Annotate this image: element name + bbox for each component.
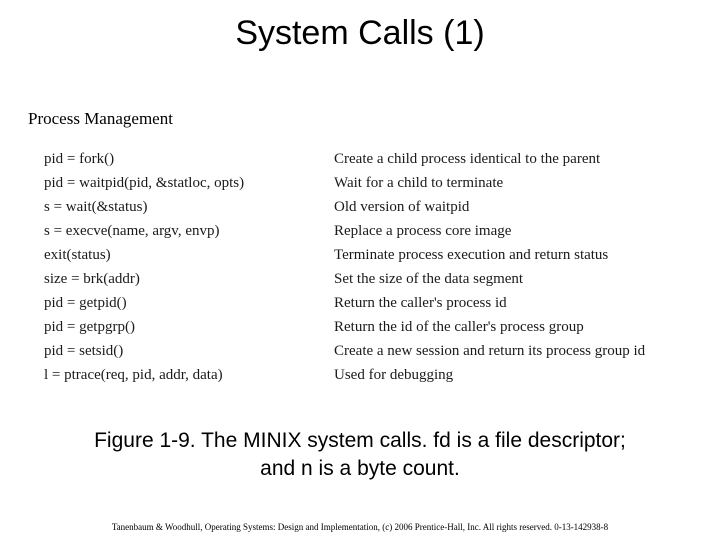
syscall-desc: Return the caller's process id: [334, 291, 692, 315]
table-row: pid = setsid() Create a new session and …: [44, 339, 692, 363]
syscall-call: exit(status): [44, 243, 334, 267]
copyright-footer: Tanenbaum & Woodhull, Operating Systems:…: [0, 522, 720, 532]
syscall-desc: Old version of waitpid: [334, 195, 692, 219]
syscall-desc: Wait for a child to terminate: [334, 171, 692, 195]
table-row: l = ptrace(req, pid, addr, data) Used fo…: [44, 363, 692, 387]
table-row: pid = fork() Create a child process iden…: [44, 147, 692, 171]
syscall-desc: Set the size of the data segment: [334, 267, 692, 291]
slide-title: System Calls (1): [0, 0, 720, 61]
figure-caption: Figure 1-9. The MINIX system calls. fd i…: [0, 387, 720, 484]
table-row: s = execve(name, argv, envp) Replace a p…: [44, 219, 692, 243]
table-row: s = wait(&status) Old version of waitpid: [44, 195, 692, 219]
table-row: pid = waitpid(pid, &statloc, opts) Wait …: [44, 171, 692, 195]
table-row: exit(status) Terminate process execution…: [44, 243, 692, 267]
syscall-desc: Used for debugging: [334, 363, 692, 387]
syscall-desc: Replace a process core image: [334, 219, 692, 243]
syscall-desc: Create a new session and return its proc…: [334, 339, 692, 363]
section-label: Process Management: [0, 61, 720, 147]
caption-line: Figure 1-9. The MINIX system calls. fd i…: [40, 427, 680, 455]
syscall-call: l = ptrace(req, pid, addr, data): [44, 363, 334, 387]
syscall-call: pid = fork(): [44, 147, 334, 171]
table-row: pid = getpgrp() Return the id of the cal…: [44, 315, 692, 339]
caption-line: and n is a byte count.: [40, 455, 680, 483]
syscall-call: pid = getpgrp(): [44, 315, 334, 339]
syscall-desc: Create a child process identical to the …: [334, 147, 692, 171]
syscall-call: s = execve(name, argv, envp): [44, 219, 334, 243]
table-row: pid = getpid() Return the caller's proce…: [44, 291, 692, 315]
syscall-call: size = brk(addr): [44, 267, 334, 291]
syscall-desc: Return the id of the caller's process gr…: [334, 315, 692, 339]
table-row: size = brk(addr) Set the size of the dat…: [44, 267, 692, 291]
syscall-call: s = wait(&status): [44, 195, 334, 219]
syscall-call: pid = setsid(): [44, 339, 334, 363]
syscall-call: pid = getpid(): [44, 291, 334, 315]
syscall-call: pid = waitpid(pid, &statloc, opts): [44, 171, 334, 195]
syscall-table: pid = fork() Create a child process iden…: [0, 147, 720, 387]
syscall-desc: Terminate process execution and return s…: [334, 243, 692, 267]
